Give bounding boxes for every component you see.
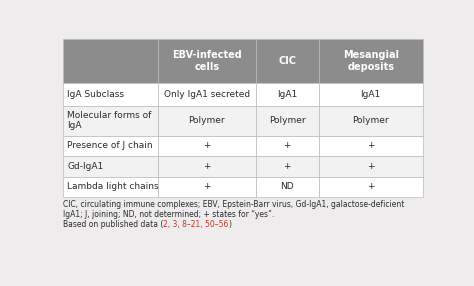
Bar <box>319 156 423 176</box>
Text: IgA1: IgA1 <box>277 90 297 99</box>
Text: IgA1; J, joining; ND, not determined; + states for “yes”.: IgA1; J, joining; ND, not determined; + … <box>63 210 274 219</box>
Bar <box>255 176 319 197</box>
Text: CIC: CIC <box>278 56 296 66</box>
Text: +: + <box>203 162 210 171</box>
Text: IgA Subclass: IgA Subclass <box>67 90 124 99</box>
Text: EBV-infected
cells: EBV-infected cells <box>172 49 242 72</box>
Text: Based on published data (: Based on published data ( <box>63 220 164 229</box>
Text: Lambda light chains: Lambda light chains <box>67 182 159 191</box>
Text: Polymer: Polymer <box>189 116 225 125</box>
Text: IgA1: IgA1 <box>361 90 381 99</box>
Bar <box>158 176 255 197</box>
Bar <box>63 106 158 136</box>
Bar <box>63 83 158 106</box>
Bar <box>319 136 423 156</box>
Bar <box>255 83 319 106</box>
Text: Polymer: Polymer <box>269 116 305 125</box>
Text: +: + <box>203 182 210 191</box>
Text: +: + <box>367 141 374 150</box>
Text: +: + <box>203 141 210 150</box>
Text: ): ) <box>228 220 232 229</box>
Bar <box>255 136 319 156</box>
Bar <box>63 176 158 197</box>
Bar <box>319 176 423 197</box>
Text: +: + <box>367 162 374 171</box>
Text: +: + <box>283 141 291 150</box>
Bar <box>255 106 319 136</box>
Text: Molecular forms of
IgA: Molecular forms of IgA <box>67 111 152 130</box>
Bar <box>255 156 319 176</box>
Text: Presence of J chain: Presence of J chain <box>67 141 153 150</box>
Text: 2, 3, 8–21, 50–56: 2, 3, 8–21, 50–56 <box>164 220 228 229</box>
Bar <box>319 106 423 136</box>
Bar <box>319 39 423 83</box>
Text: CIC, circulating immune complexes; EBV, Epstein-Barr virus, Gd-IgA1, galactose-d: CIC, circulating immune complexes; EBV, … <box>63 200 404 209</box>
Text: Polymer: Polymer <box>352 116 389 125</box>
Text: Only IgA1 secreted: Only IgA1 secreted <box>164 90 250 99</box>
Bar <box>255 39 319 83</box>
Text: Mesangial
deposits: Mesangial deposits <box>343 49 399 72</box>
Text: +: + <box>367 182 374 191</box>
Bar <box>319 83 423 106</box>
Bar <box>158 39 255 83</box>
Text: +: + <box>283 162 291 171</box>
Bar <box>158 106 255 136</box>
Bar <box>63 39 158 83</box>
Bar <box>63 156 158 176</box>
Text: ND: ND <box>280 182 294 191</box>
Bar <box>63 136 158 156</box>
Text: Gd-IgA1: Gd-IgA1 <box>67 162 104 171</box>
Bar <box>158 156 255 176</box>
Bar <box>158 136 255 156</box>
Bar <box>158 83 255 106</box>
